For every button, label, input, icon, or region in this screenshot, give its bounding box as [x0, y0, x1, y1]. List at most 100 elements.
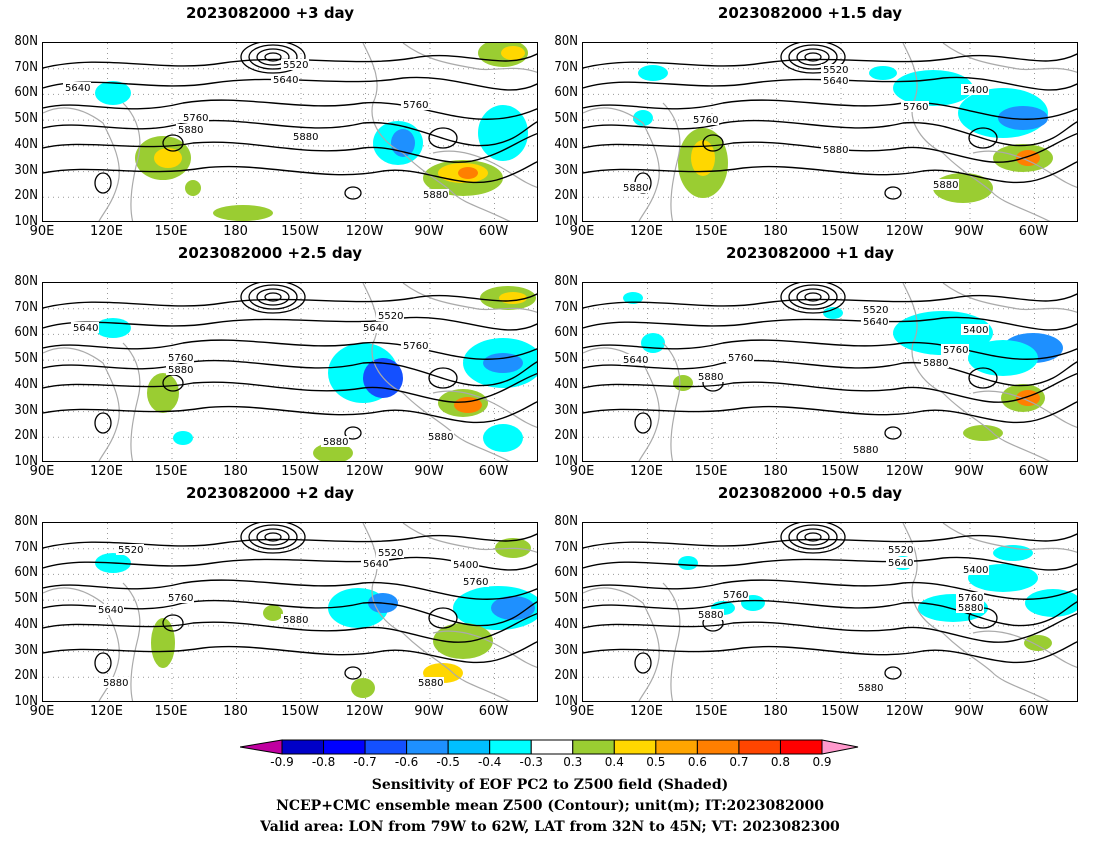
- contour-label: 5760: [403, 100, 428, 111]
- z500-contour: [43, 339, 537, 360]
- lon-tick-label: 150W: [281, 704, 319, 719]
- contour-label: 5760: [728, 353, 753, 364]
- sensitivity-shading: [263, 605, 283, 621]
- lat-tick-label: 80N: [14, 274, 38, 289]
- z500-contour: [256, 48, 290, 66]
- lon-tick-label: 90E: [569, 224, 595, 239]
- coastline: [902, 43, 1051, 221]
- contour-label: 5880: [178, 125, 203, 136]
- z500-contour: [634, 412, 652, 434]
- contour-label: 5760: [168, 593, 193, 604]
- contour-label: 5640: [863, 317, 888, 328]
- caption-line-1: Sensitivity of EOF PC2 to Z500 field (Sh…: [371, 777, 729, 793]
- sensitivity-shading: [869, 66, 897, 80]
- z500-contour: [583, 579, 1077, 600]
- lon-tick-label: 150W: [821, 224, 859, 239]
- contour-label: 5880: [623, 183, 648, 194]
- z500-contour: [968, 127, 998, 149]
- z500-contour: [256, 528, 290, 546]
- coastline: [972, 390, 1077, 428]
- sensitivity-shading: [185, 180, 201, 196]
- coastline: [662, 342, 681, 461]
- lat-tick-label: 20N: [554, 428, 578, 444]
- sensitivity-shading: [963, 425, 1003, 441]
- map-panel: 2023082000 +3 day 80N 70N 60N 50N 40N 30N 20N 10…: [0, 4, 540, 244]
- sensitivity-shading: [313, 443, 353, 461]
- coastline: [432, 150, 537, 188]
- contour-label: 5760: [463, 577, 488, 588]
- colorbar-box: [572, 739, 615, 755]
- lon-tick-label: 90W: [954, 704, 984, 719]
- contour-label: 5880: [428, 432, 453, 443]
- contour-label: 5520: [378, 311, 403, 322]
- lon-tick-label: 60W: [478, 704, 509, 719]
- z500-contour: [796, 528, 830, 546]
- z500-contour: [43, 161, 537, 184]
- z500-contour: [788, 284, 838, 310]
- contour-label: 5520: [283, 60, 308, 71]
- contour-label: 5880: [103, 678, 128, 689]
- z500-contour: [583, 359, 1077, 387]
- lon-tick-label: 120E: [629, 464, 664, 479]
- lat-tick-label: 80N: [554, 34, 578, 49]
- colorbar-box: [696, 739, 740, 755]
- sensitivity-shading: [823, 307, 843, 319]
- sensitivity-shading: [1024, 635, 1052, 651]
- lat-tick-label: 60N: [554, 565, 578, 581]
- sensitivity-shading: [641, 333, 665, 353]
- z500-contour: [240, 523, 306, 554]
- coastline: [122, 342, 141, 461]
- contour-label: 5520: [378, 548, 403, 559]
- z500-contour: [780, 283, 846, 314]
- z500-contour: [796, 48, 830, 66]
- sensitivity-shading: [491, 596, 535, 620]
- coastline: [583, 347, 660, 461]
- lat-tick-label: 60N: [14, 325, 38, 341]
- colorbar-tick-label: -0.9: [270, 755, 294, 769]
- z500-contour: [344, 666, 362, 680]
- contour-label: 5880: [698, 610, 723, 621]
- lon-tick-label: 120W: [885, 464, 924, 479]
- sensitivity-shading: [173, 431, 193, 445]
- contour-label: 5640: [363, 323, 388, 334]
- colorbar-box: [489, 739, 532, 755]
- lat-tick-label: 50N: [14, 591, 38, 607]
- z500-contour: [884, 666, 902, 680]
- contour-label: 5760: [693, 115, 718, 126]
- z500-contour: [583, 599, 1077, 627]
- sensitivity-shading: [95, 318, 131, 338]
- z500-contour: [43, 612, 537, 643]
- lon-tick-label: 150W: [821, 704, 859, 719]
- lon-tick-label: 180: [223, 464, 248, 479]
- lat-tick-label: 20N: [554, 668, 578, 684]
- z500-contour: [804, 292, 822, 302]
- lon-tick-label: 120E: [89, 704, 124, 719]
- lon-tick-label: 120W: [345, 224, 384, 239]
- colorbar-box: [323, 739, 366, 755]
- contour-label: 5880: [933, 180, 958, 191]
- sensitivity-shading: [483, 424, 523, 452]
- lat-tick-label: 60N: [14, 85, 38, 101]
- lat-tick-label: 50N: [14, 351, 38, 367]
- contour-label: 5400: [963, 85, 988, 96]
- coastline: [43, 347, 120, 461]
- z500-contour: [788, 524, 838, 550]
- lat-tick-label: 70N: [14, 539, 38, 555]
- coastline: [942, 43, 1077, 73]
- contour-label: 5880: [168, 365, 193, 376]
- colorbar-tick-label: 0.4: [604, 755, 624, 769]
- sensitivity-shading: [458, 167, 478, 179]
- sensitivity-shading: [638, 65, 668, 81]
- sensitivity-shading: [1016, 150, 1040, 166]
- z500-contour: [702, 134, 724, 152]
- lon-tick-label: 180: [763, 704, 788, 719]
- lat-tick-label: 30N: [14, 642, 38, 658]
- contour-label: 5880: [958, 603, 983, 614]
- lat-tick-label: 30N: [14, 162, 38, 178]
- coastline: [402, 283, 537, 313]
- coastline: [972, 630, 1077, 668]
- coastline: [122, 102, 141, 221]
- lon-tick-label: 90W: [954, 464, 984, 479]
- z500-contour: [583, 293, 1077, 309]
- lon-tick-label: 120W: [885, 704, 924, 719]
